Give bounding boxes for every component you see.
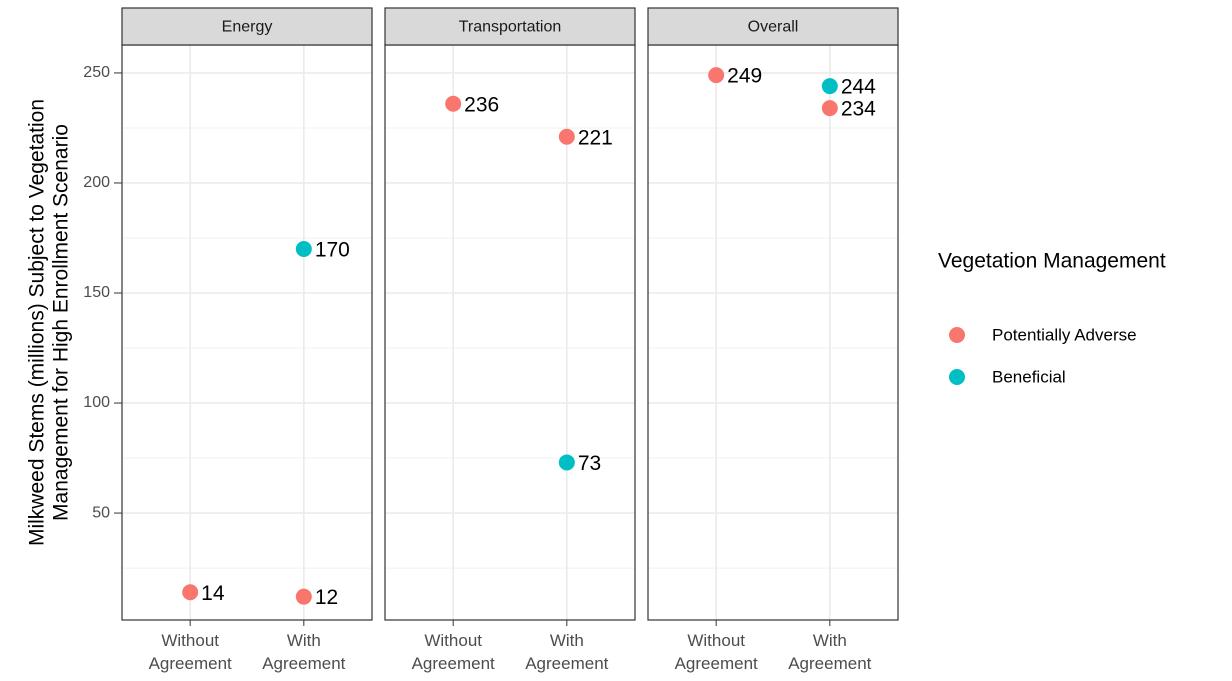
strip	[384, 7, 636, 46]
panel-background	[385, 45, 635, 620]
strip-label: Overall	[748, 19, 799, 36]
dot	[295, 240, 312, 257]
x-tick-label: With Agreement	[525, 631, 608, 673]
dot	[821, 100, 838, 117]
strip	[647, 7, 899, 46]
x-tick-label: Without Agreement	[675, 631, 758, 673]
dot	[295, 588, 312, 605]
data-label: 12	[315, 586, 338, 609]
legend-label: Potentially Adverse	[992, 325, 1137, 344]
x-tick-label: With Agreement	[262, 631, 345, 673]
legend-label: Beneficial	[992, 367, 1066, 386]
data-label: 234	[841, 98, 876, 121]
dot	[558, 454, 575, 471]
panel-background	[122, 45, 372, 620]
legend-key	[949, 369, 965, 385]
dot	[445, 95, 462, 112]
y-axis-label: Milkweed Stems (millions) Subject to Veg…	[26, 99, 49, 546]
y-tick-label: 50	[92, 504, 110, 521]
data-label: 221	[578, 126, 613, 149]
dot	[821, 78, 838, 95]
x-tick-label: With Agreement	[788, 631, 871, 673]
strip	[121, 7, 373, 46]
legend-title: Vegetation Management	[938, 250, 1166, 273]
y-tick-label: 250	[83, 64, 110, 81]
data-label: 14	[201, 582, 225, 605]
legend-key	[949, 327, 965, 343]
dot	[558, 128, 575, 145]
data-label: 73	[578, 452, 601, 475]
x-tick-label: Without Agreement	[412, 631, 495, 673]
y-tick-label: 150	[83, 284, 110, 301]
strip-label: Energy	[222, 19, 273, 36]
dot	[708, 67, 725, 84]
data-label: 236	[464, 93, 499, 116]
data-label: 249	[727, 65, 762, 88]
y-tick-label: 100	[83, 394, 110, 411]
y-tick-label: 200	[83, 174, 110, 191]
y-axis-label: Management for High Enrollment Scenario	[50, 124, 73, 521]
data-label: 170	[315, 239, 350, 262]
dot	[182, 584, 199, 601]
data-label: 244	[841, 76, 876, 99]
panel-background	[648, 45, 898, 620]
x-tick-label: Without Agreement	[149, 631, 232, 673]
strip-label: Transportation	[459, 19, 562, 36]
